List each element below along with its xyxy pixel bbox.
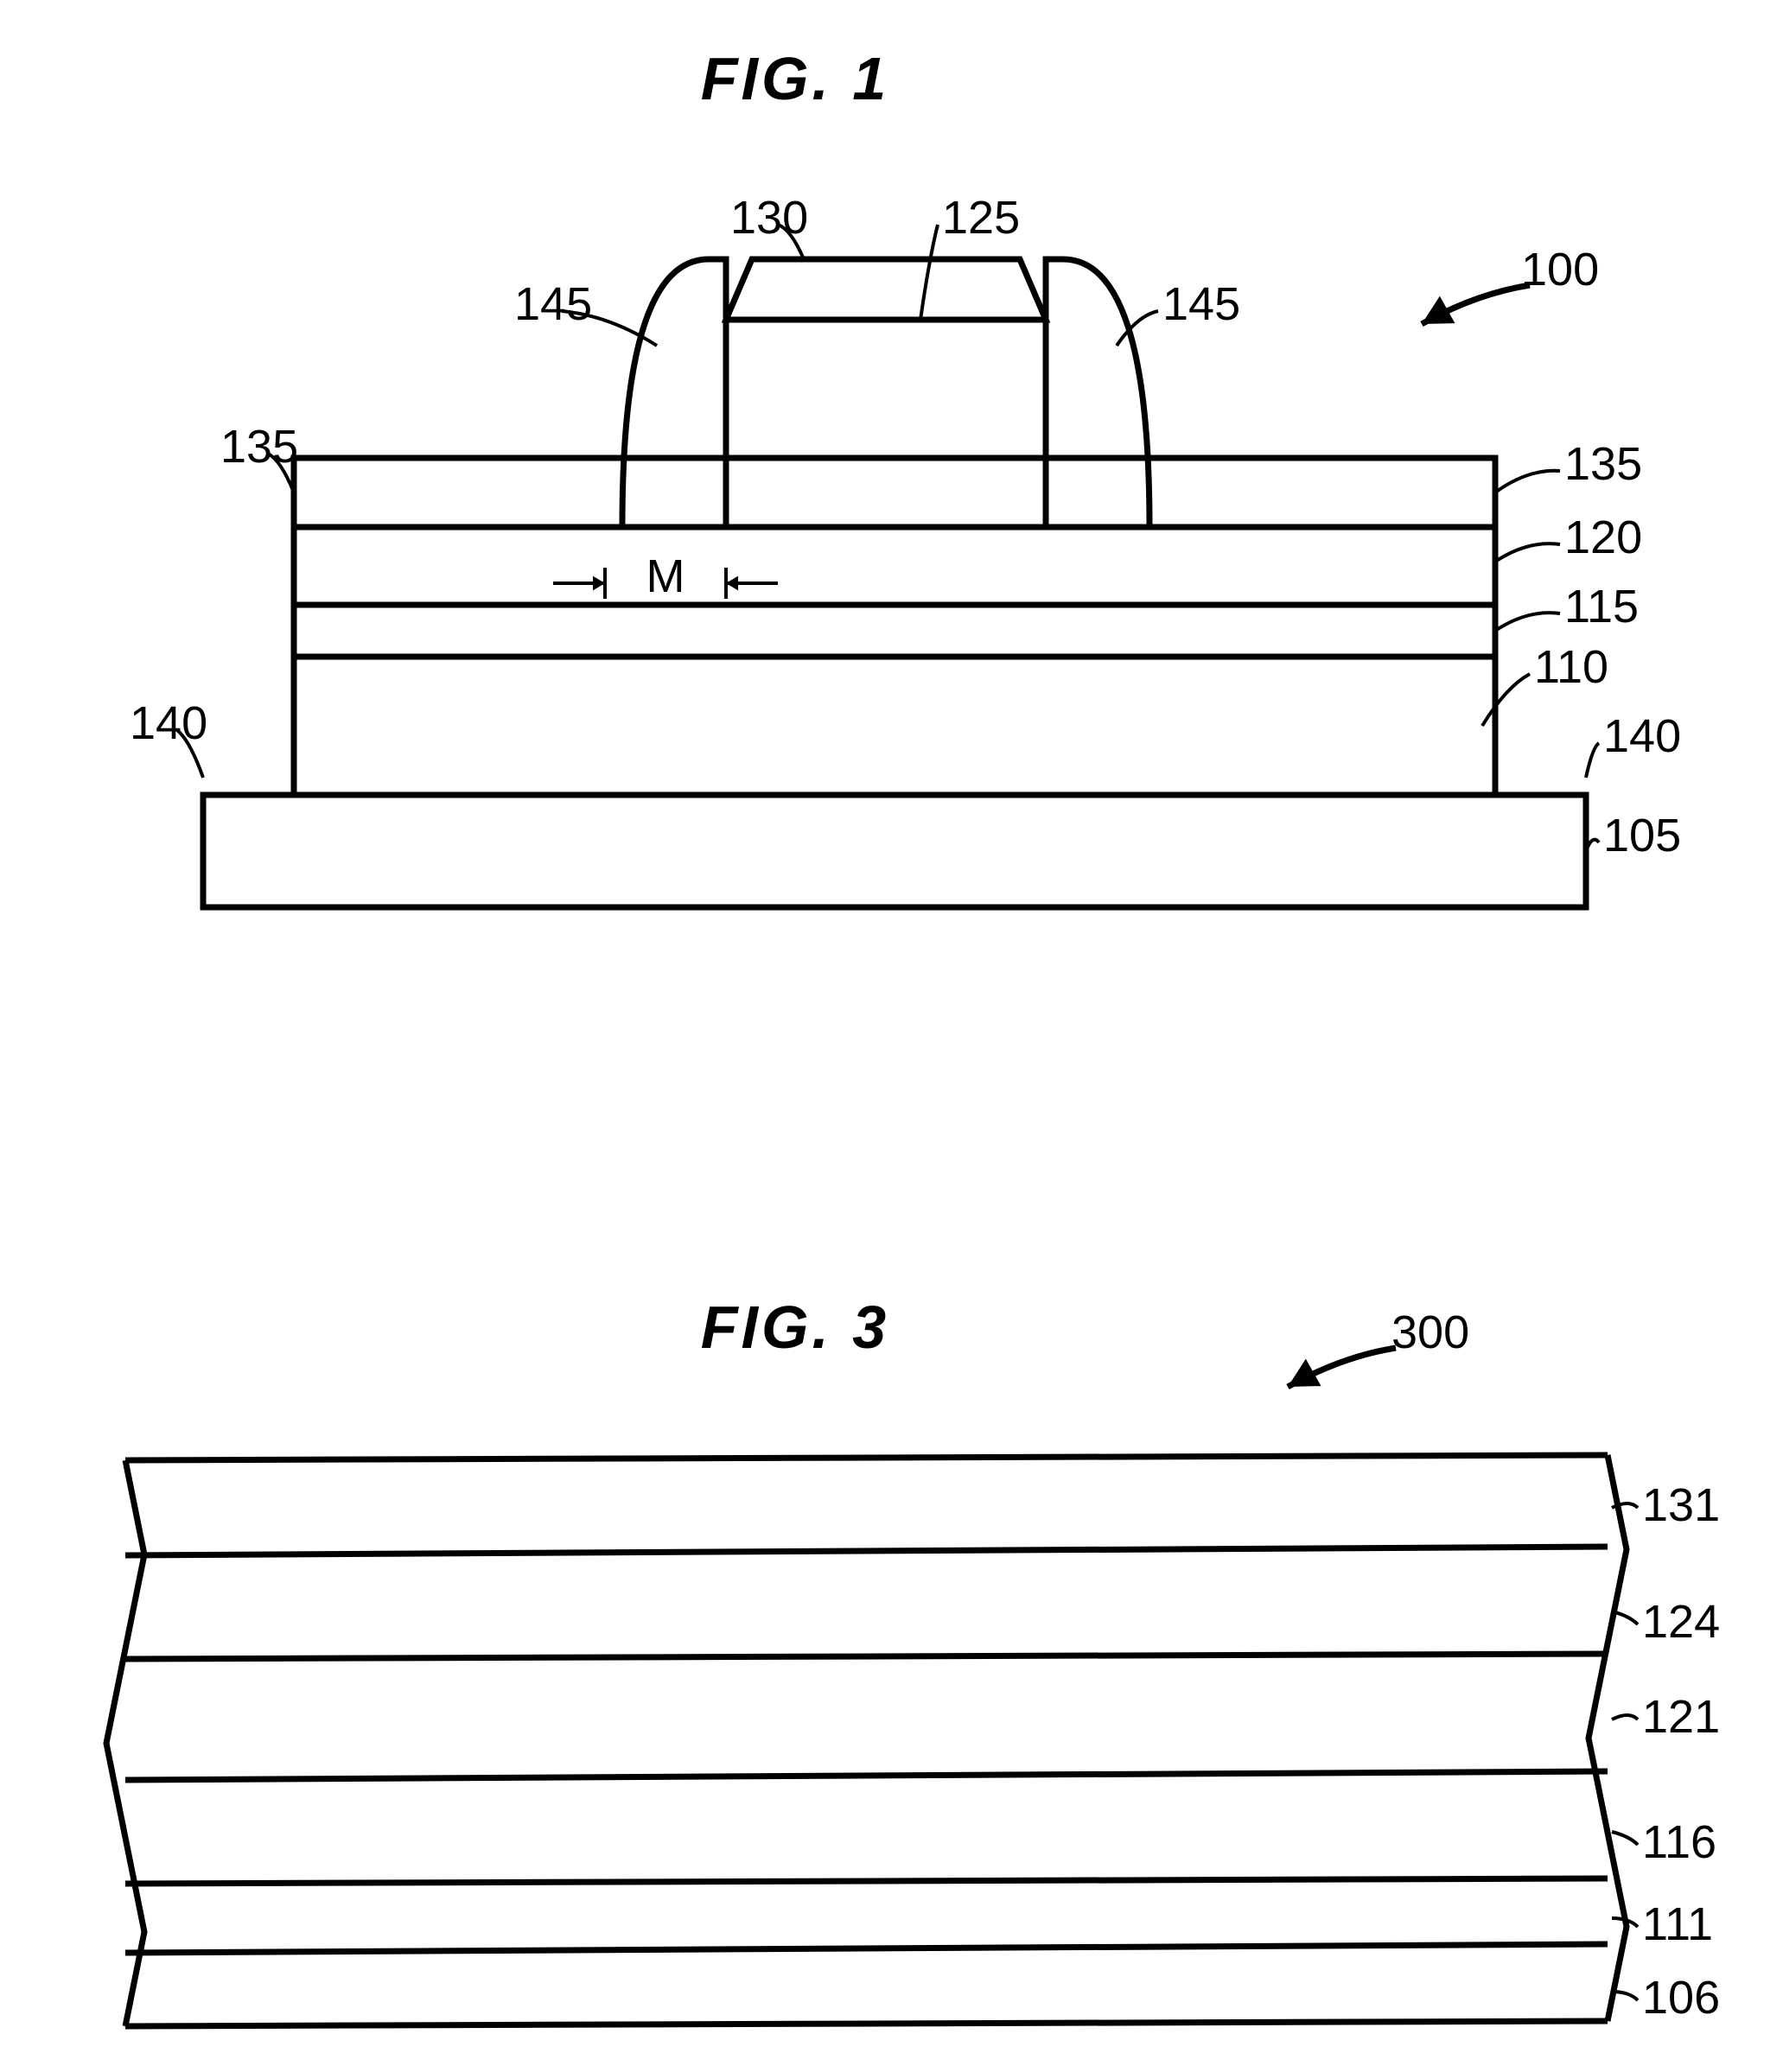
layer-130 — [726, 259, 1046, 320]
fig1-label-140: 140 — [1603, 710, 1681, 762]
fig3-label-106: 106 — [1642, 1972, 1720, 2024]
fig1-leader-140-10 — [1586, 743, 1599, 778]
fig3-boundary-5 — [125, 1944, 1608, 1953]
fig1-label-110: 110 — [1534, 641, 1608, 693]
fig3-title: FIG. 3 — [701, 1293, 889, 1361]
layer-110 — [294, 657, 1495, 795]
spacer-145-left — [622, 259, 726, 527]
fig3-leader-106 — [1612, 1992, 1638, 2000]
layer-120 — [294, 527, 1495, 605]
fig1-leader-120-6 — [1495, 543, 1560, 562]
fig3-label-116: 116 — [1642, 1816, 1716, 1868]
fig1-label-145: 145 — [514, 278, 592, 330]
fig3-geometry: 131 124 121 116 111 106 300 — [106, 1306, 1720, 2026]
layer-125 — [726, 320, 1046, 527]
fig1-leader-135-5 — [1495, 471, 1560, 493]
fig3-boundary-3 — [125, 1771, 1608, 1780]
fig1-label-125: 125 — [942, 192, 1020, 244]
layer-135 — [294, 458, 1495, 527]
fig1-label-130: 130 — [730, 192, 808, 244]
fig3-ref-label: 300 — [1391, 1306, 1469, 1358]
fig1-ref-label: 100 — [1521, 244, 1599, 296]
fig1-label-135: 135 — [220, 421, 298, 473]
dim-M-arrow-left — [593, 576, 605, 591]
fig1-geometry: M 130 125 145 145 135 135 120 115 110 140 140 105 100 — [130, 192, 1681, 907]
fig1-title: FIG. 1 — [701, 45, 889, 112]
fig1-leader-115-7 — [1495, 613, 1560, 631]
fig3-label-131: 131 — [1642, 1479, 1720, 1531]
fig1-leader-125-1 — [920, 225, 938, 320]
dim-M-label: M — [646, 550, 685, 602]
layer-115 — [294, 605, 1495, 657]
spacer-145-right — [1046, 259, 1149, 527]
fig3-label-124: 124 — [1642, 1596, 1720, 1648]
fig1-label-135: 135 — [1564, 438, 1642, 490]
patent-figures: FIG. 1 M 130 125 145 145 135 135 120 115 110 140 14… — [0, 0, 1783, 2072]
fig3-boundary-4 — [125, 1878, 1608, 1884]
dim-M-arrow-right — [726, 576, 738, 591]
fig3-boundary-2 — [125, 1654, 1608, 1659]
fig1-label-120: 120 — [1564, 512, 1642, 563]
fig1-leader-110-8 — [1482, 674, 1530, 726]
layer-105 — [203, 795, 1586, 907]
fig3-label-121: 121 — [1642, 1691, 1720, 1743]
fig3-label-111: 111 — [1642, 1898, 1713, 1950]
fig1-label-140: 140 — [130, 697, 207, 749]
fig1-label-115: 115 — [1564, 581, 1639, 632]
fig3-break-right — [1589, 1455, 1627, 2021]
fig3-break-left — [106, 1460, 144, 2026]
fig3-boundary-0 — [125, 1455, 1608, 1460]
fig3-leader-116 — [1612, 1832, 1638, 1845]
fig3-leader-121 — [1612, 1715, 1638, 1719]
fig3-boundary-1 — [125, 1547, 1608, 1555]
fig1-label-105: 105 — [1603, 810, 1681, 861]
fig1-label-145: 145 — [1162, 278, 1240, 330]
fig3-boundary-6 — [125, 2021, 1608, 2026]
